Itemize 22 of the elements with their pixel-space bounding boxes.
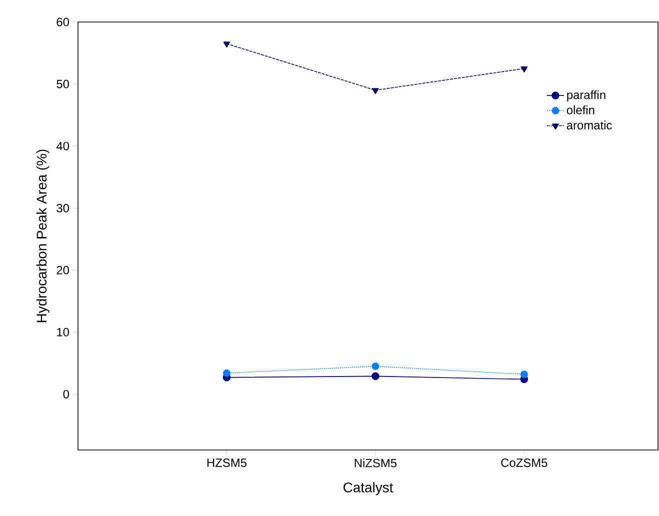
y-tick-label: 60 [56, 18, 70, 26]
y-tick-label: 20 [56, 266, 70, 274]
y-tick-label: 40 [56, 142, 70, 150]
x-tick-label: CoZSM5 [501, 458, 548, 467]
x-axis-title: Catalyst [344, 482, 394, 496]
point [372, 372, 380, 380]
point [223, 42, 230, 48]
legend-label: aromatic [566, 120, 612, 130]
x-tick-label: NiZSM5 [354, 458, 397, 468]
point [222, 369, 231, 377]
x-tick-label: HZSM5 [207, 458, 246, 467]
legend-label: paraffin [567, 90, 606, 102]
point [372, 88, 379, 94]
point [372, 362, 380, 370]
y-tick-label: 10 [57, 328, 70, 336]
point [520, 370, 528, 378]
y-tick-label: 50 [56, 80, 70, 88]
y-tick-label: 0 [63, 390, 70, 398]
point [520, 66, 528, 72]
legend-label: olefin [566, 106, 594, 114]
y-tick-label: 30 [56, 204, 70, 212]
y-axis-title: Hydrocarbon Peak Area (%) [36, 150, 50, 322]
